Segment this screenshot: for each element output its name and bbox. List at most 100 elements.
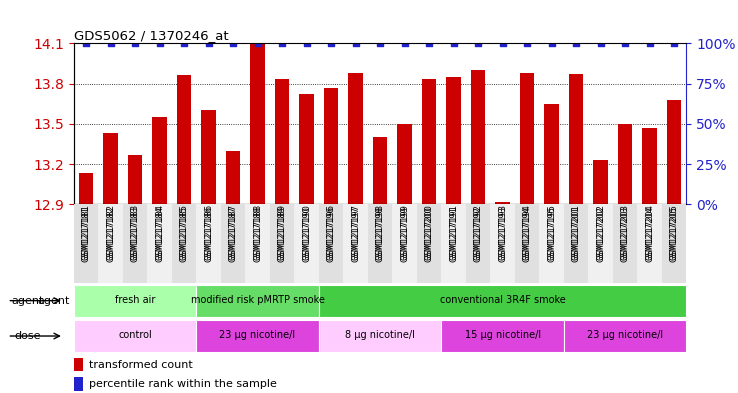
Text: GSM1217201: GSM1217201 [572,206,581,262]
Text: GSM1217186: GSM1217186 [204,206,213,262]
Bar [196,204,221,283]
Point [252,40,263,46]
Text: GSM1217198: GSM1217198 [376,204,384,260]
Point [374,40,386,46]
Point [227,40,239,46]
Point [619,40,631,46]
Bar [544,104,559,204]
Text: GSM1217204: GSM1217204 [645,204,654,260]
Point [203,40,215,46]
Text: 23 μg nicotine/l: 23 μg nicotine/l [587,330,663,340]
Text: GSM1217202: GSM1217202 [596,206,605,262]
Point [595,40,607,46]
Text: agent: agent [38,296,70,306]
Point [80,40,92,46]
Point [399,40,410,46]
Point [350,40,362,46]
Bar [172,204,196,283]
Bar [319,320,441,352]
Bar [74,285,196,317]
Point [423,40,435,46]
Bar [250,43,265,204]
Bar [397,124,412,204]
Text: GSM1217185: GSM1217185 [179,204,188,260]
Text: GSM1217186: GSM1217186 [204,204,213,261]
Text: GSM1217191: GSM1217191 [449,204,458,260]
Bar [471,70,486,204]
Text: GSM1217200: GSM1217200 [424,204,433,260]
Text: fresh air: fresh air [115,295,155,305]
Bar [319,204,343,283]
Point [668,40,680,46]
Bar [74,320,196,352]
Bar [294,204,319,283]
Bar [373,137,387,204]
Point [545,40,557,46]
Bar [421,79,436,204]
Bar [662,204,686,283]
Text: GSM1217191: GSM1217191 [449,206,458,262]
Bar [564,320,686,352]
Text: GSM1217185: GSM1217185 [179,206,188,262]
Bar [201,110,216,204]
Point [178,40,190,46]
Bar [495,202,510,204]
Point [105,40,117,46]
Text: 23 μg nicotine/l: 23 μg nicotine/l [219,330,296,340]
Bar [128,155,142,204]
Bar [417,204,441,283]
Bar [103,133,118,204]
Text: GSM1217181: GSM1217181 [82,206,91,262]
Text: GSM1217194: GSM1217194 [523,204,531,260]
Bar [299,94,314,204]
Bar [348,73,363,204]
Text: GSM1217197: GSM1217197 [351,206,360,262]
Bar [196,320,319,352]
Text: GSM1217195: GSM1217195 [547,206,556,262]
Bar [569,74,584,204]
Text: GSM1217189: GSM1217189 [277,204,286,260]
Text: modified risk pMRTP smoke: modified risk pMRTP smoke [190,295,325,305]
Text: GSM1217192: GSM1217192 [474,204,483,260]
Bar [446,77,461,204]
Point [300,40,312,46]
Point [497,40,508,46]
Text: GSM1217181: GSM1217181 [82,204,91,260]
Bar [74,204,98,283]
Text: GSM1217183: GSM1217183 [131,206,139,262]
Bar [613,204,638,283]
Bar [74,377,83,391]
Point [570,40,582,46]
Bar [539,204,564,283]
Point [521,40,533,46]
Text: GSM1217184: GSM1217184 [155,204,164,260]
Bar [393,204,417,283]
Text: GSM1217196: GSM1217196 [327,206,336,262]
Text: GSM1217198: GSM1217198 [376,206,384,262]
Point [325,40,337,46]
Text: GSM1217197: GSM1217197 [351,204,360,260]
Bar [642,128,657,204]
Text: GSM1217203: GSM1217203 [621,204,630,260]
Bar [638,204,662,283]
Bar [343,204,368,283]
Text: GSM1217184: GSM1217184 [155,206,164,262]
Bar [152,117,167,204]
Text: GSM1217189: GSM1217189 [277,206,286,262]
Text: GSM1217188: GSM1217188 [253,204,262,261]
Text: GSM1217205: GSM1217205 [669,204,678,260]
Text: GSM1217205: GSM1217205 [669,206,678,262]
Bar [123,204,148,283]
Bar [368,204,393,283]
Text: GSM1217190: GSM1217190 [302,206,311,262]
Text: GSM1217193: GSM1217193 [498,204,507,260]
Bar [515,204,539,283]
Point [448,40,460,46]
Text: GSM1217194: GSM1217194 [523,206,531,262]
Bar [618,124,632,204]
Text: GSM1217187: GSM1217187 [229,206,238,262]
Bar [666,100,681,204]
Text: GSM1217190: GSM1217190 [302,204,311,260]
Text: GSM1217196: GSM1217196 [327,204,336,260]
Text: GSM1217183: GSM1217183 [131,204,139,261]
